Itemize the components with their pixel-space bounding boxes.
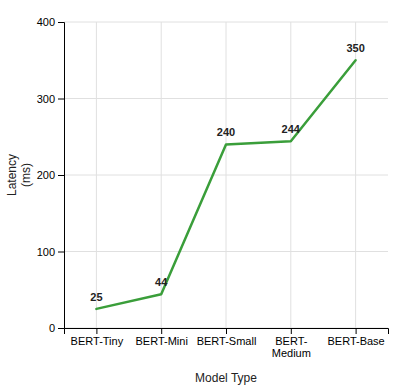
x-axis: BERT-TinyBERT-MiniBERT-SmallBERT-MediumB… [65,328,389,359]
grid [64,22,388,328]
y-axis-title: Latency(ms) [5,154,33,196]
tick: 100 [37,246,64,258]
tick-label: BERT-Base [327,335,384,347]
tick: BERT-Mini [136,328,188,347]
tick-mark [58,328,64,329]
tick-label: BERT-Tiny [71,335,124,347]
tick-label: 100 [37,246,55,258]
tick-mark [58,252,64,253]
tick-mark [58,175,64,176]
y-axis: 0 100 200 300 400 [37,16,65,334]
grid-line [96,22,97,328]
tick: BERT-Base [327,328,384,347]
text-line: BERT-Small [197,335,257,347]
tick-label: 200 [37,169,55,181]
tick-label: BERT-Mini [136,335,188,347]
x-axis-title: Model Type [195,371,257,385]
tick-label: 400 [37,16,55,28]
tick-label: BERT-Medium [272,335,311,360]
data-label: 44 [155,276,168,288]
plot-area: BERT-TinyBERT-MiniBERT-SmallBERT-MediumB… [37,16,389,385]
tick-mark [161,328,162,334]
chart-container: BERT-TinyBERT-MiniBERT-SmallBERT-MediumB… [0,0,400,390]
data-label: 240 [217,126,235,138]
axis-line [58,23,65,329]
tick-mark [96,328,97,334]
data-labels: 25 44 240 244 350 [90,42,365,303]
text-line: Medium [272,347,311,359]
axis-line [65,329,389,335]
tick-mark [58,99,64,100]
data-label: 25 [90,291,102,303]
text-line: BERT-Tiny [71,335,124,347]
tick-mark [291,328,292,334]
tick-label: 300 [37,93,55,105]
data-label: 350 [346,42,364,54]
tick-mark [58,22,64,23]
line [96,60,355,309]
tick: BERT-Small [197,328,257,347]
tick-mark [356,328,357,334]
chart-svg: BERT-TinyBERT-MiniBERT-SmallBERT-MediumB… [0,0,400,390]
grid-line [226,22,227,328]
tick: BERT-Tiny [71,328,124,347]
text-line: (ms) [19,163,33,187]
tick: 400 [37,16,64,28]
data-label: 244 [282,123,301,135]
tick-label: 0 [49,322,55,334]
tick-mark [226,328,227,334]
tick: 0 [49,322,64,334]
tick: 200 [37,169,64,181]
text-line: BERT- [275,335,308,347]
text-line: Latency [5,154,19,196]
text-line: BERT-Mini [136,335,188,347]
marks [96,60,355,309]
tick-label: BERT-Small [197,335,257,347]
text-line: BERT-Base [327,335,384,347]
tick: BERT-Medium [272,328,311,359]
grid-line [355,22,356,328]
tick: 300 [37,93,64,105]
grid-line [290,22,291,328]
